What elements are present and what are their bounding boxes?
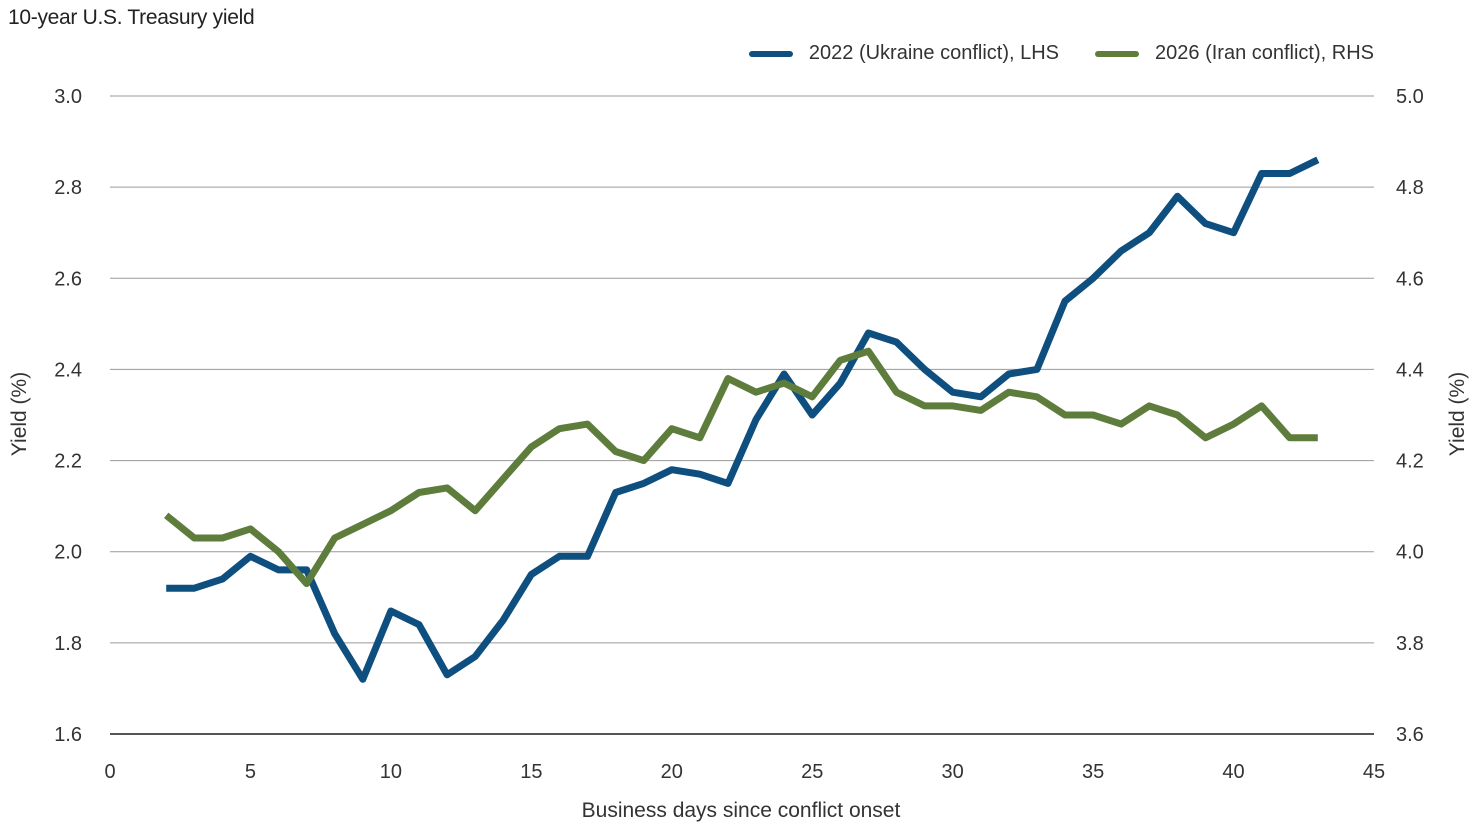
legend-swatch-ukraine xyxy=(748,50,793,57)
gridlines xyxy=(110,95,1374,735)
x-tick-label: 30 xyxy=(942,761,964,783)
series-lines xyxy=(164,156,1320,683)
series-line-ukraine xyxy=(166,156,1320,683)
legend-item-iran: 2026 (Iran conflict), RHS xyxy=(1095,42,1374,65)
x-tick-label: 10 xyxy=(380,761,402,783)
y-tick-label-left: 2.0 xyxy=(54,542,82,564)
x-tick-label: 25 xyxy=(801,761,823,783)
y-tick-label-left: 1.8 xyxy=(54,633,82,655)
y-axis-label-right: Yield (%) xyxy=(1446,372,1469,456)
legend-label-iran: 2026 (Iran conflict), RHS xyxy=(1155,42,1374,64)
y-tick-label-left: 2.8 xyxy=(54,177,82,199)
chart-title: 10-year U.S. Treasury yield xyxy=(8,6,255,29)
x-tick-label: 5 xyxy=(245,761,256,783)
x-tick-label: 20 xyxy=(661,761,683,783)
series-line-iran xyxy=(164,347,1318,588)
y-tick-label-left: 2.4 xyxy=(54,359,82,381)
y-tick-label-right: 4.8 xyxy=(1396,177,1424,199)
legend-item-ukraine: 2022 (Ukraine conflict), LHS xyxy=(748,42,1060,65)
x-tick-label: 45 xyxy=(1363,761,1385,783)
y-tick-label-right: 3.8 xyxy=(1396,633,1424,655)
legend-swatch-iran xyxy=(1095,50,1140,57)
y-tick-label-right: 4.0 xyxy=(1396,542,1424,564)
y-tick-label-left: 1.6 xyxy=(54,724,82,746)
x-tick-label: 15 xyxy=(520,761,542,783)
chart-legend: 2022 (Ukraine conflict), LHS 2026 (Iran … xyxy=(713,42,1374,65)
x-tick-label: 35 xyxy=(1082,761,1104,783)
y-tick-label-left: 3.0 xyxy=(54,86,82,108)
y-axis-label-left: Yield (%) xyxy=(8,372,31,456)
axis-ticks: 1.6 1.8 2.0 2.2 2.4 2.6 2.8 3.0 3.6 3.8 4.0 4.2 4.4 4… xyxy=(54,86,1424,783)
y-tick-label-right: 3.6 xyxy=(1396,724,1424,746)
y-tick-label-right: 4.4 xyxy=(1396,359,1424,381)
x-axis-label: Business days since conflict onset xyxy=(582,799,901,822)
x-tick-label: 0 xyxy=(104,761,115,783)
x-tick-label: 40 xyxy=(1222,761,1244,783)
y-tick-label-left: 2.6 xyxy=(54,268,82,290)
y-tick-label-right: 4.2 xyxy=(1396,451,1424,473)
y-tick-label-right: 5.0 xyxy=(1396,86,1424,108)
y-tick-label-right: 4.6 xyxy=(1396,268,1424,290)
legend-label-ukraine: 2022 (Ukraine conflict), LHS xyxy=(808,42,1060,64)
y-tick-label-left: 2.2 xyxy=(54,451,82,473)
